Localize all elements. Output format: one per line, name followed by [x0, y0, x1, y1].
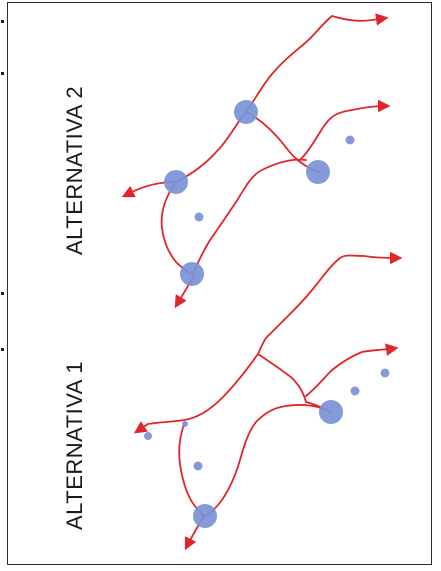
route-line	[133, 353, 259, 434]
edge-tick-mark	[1, 292, 4, 295]
route-line	[175, 13, 389, 183]
node-large	[234, 100, 258, 124]
route-line	[245, 111, 321, 173]
diagram-frame	[7, 2, 432, 565]
node-large	[164, 170, 188, 194]
node-small	[144, 432, 152, 440]
alternative-2-label: ALTERNATIVA 2	[62, 86, 87, 255]
node-large	[193, 504, 217, 528]
route-line	[160, 181, 195, 277]
node-large	[306, 160, 330, 184]
edge-tick-mark	[1, 348, 4, 351]
edge-tick-mark	[1, 72, 4, 75]
node-small	[350, 386, 360, 396]
alternative-2-network	[121, 13, 391, 309]
node-large	[180, 262, 204, 286]
route-line	[257, 251, 403, 355]
node-small	[380, 368, 390, 378]
node-large	[319, 400, 343, 424]
route-line	[305, 343, 399, 397]
route-line	[193, 158, 307, 273]
node-small	[182, 421, 188, 427]
node-small	[194, 212, 204, 222]
alternative-1-network	[133, 251, 403, 551]
route-line	[178, 423, 205, 517]
alternative-1-label: ALTERNATIVA 1	[62, 361, 87, 530]
route-line	[299, 99, 391, 161]
node-small	[193, 461, 203, 471]
edge-tick-mark	[1, 20, 4, 23]
route-line	[203, 404, 332, 517]
node-small	[345, 135, 355, 145]
